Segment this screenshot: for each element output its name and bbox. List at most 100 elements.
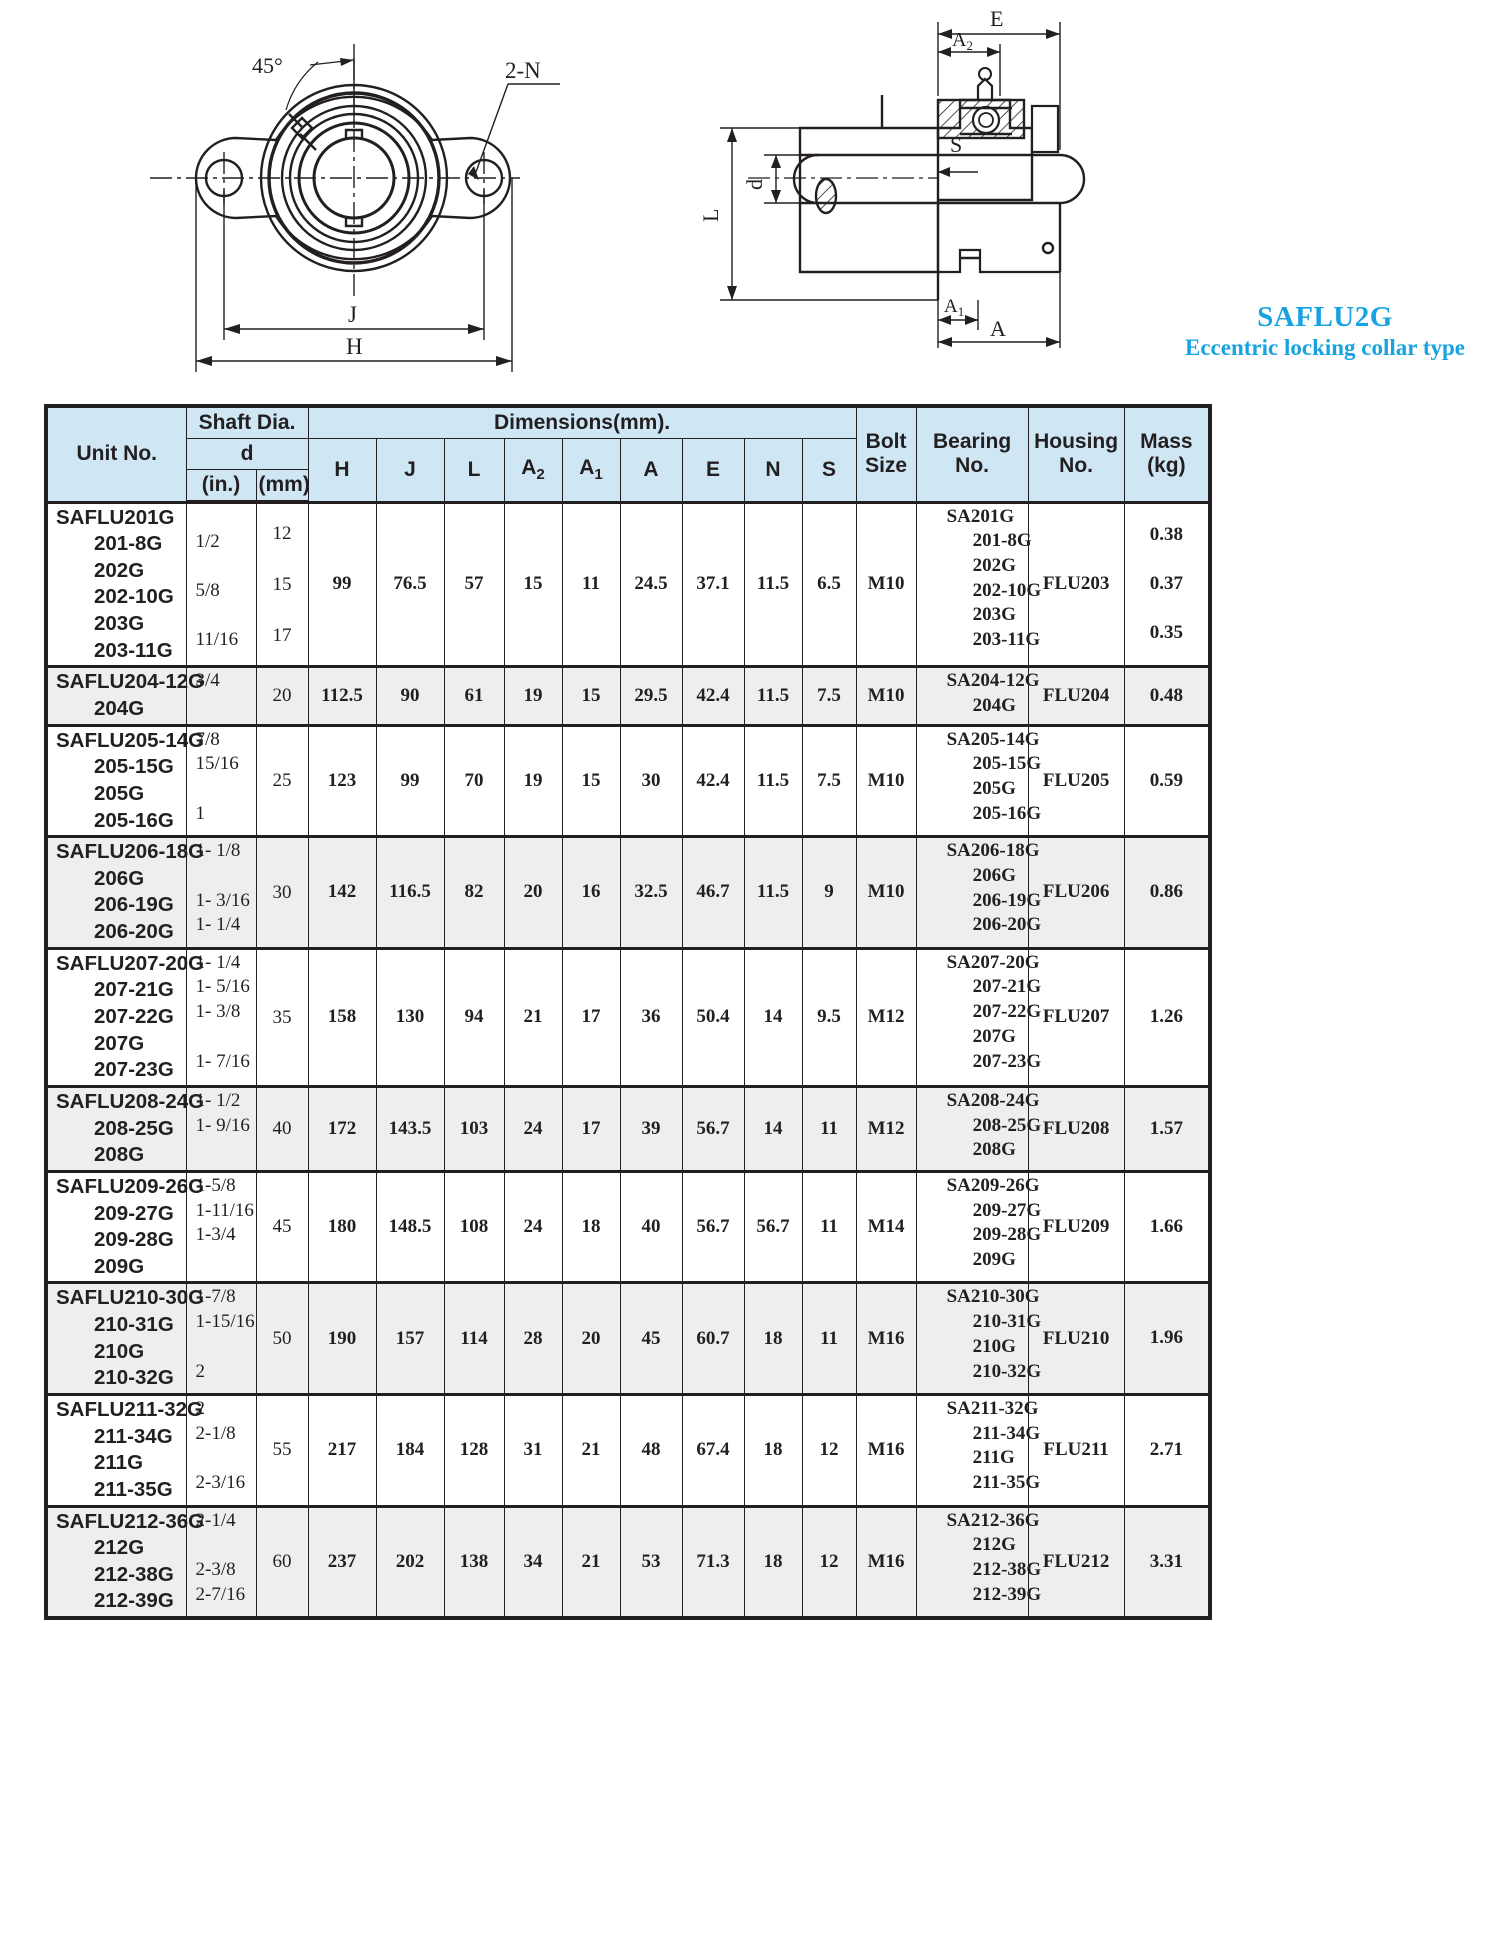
- cell-N: 11.5: [743, 724, 803, 838]
- header-row-2: d H J L A2 A1 A E N S: [46, 438, 1210, 503]
- dim-J-label: J: [348, 302, 357, 327]
- cell-A2: 34: [503, 1505, 563, 1619]
- cell-E: 46.7: [681, 836, 745, 949]
- cell-bolt: M10: [855, 501, 917, 668]
- cell-bearing-no: SA207-20G 207-21G 207-22G 207G 207-23G: [915, 947, 1041, 1087]
- cell-N: 18: [743, 1505, 803, 1619]
- cell-mass: 2.71: [1123, 1394, 1211, 1507]
- th-shaft-dia: Shaft Dia.: [185, 405, 309, 439]
- product-subtitle: Eccentric locking collar type: [1185, 335, 1465, 361]
- cell-bearing-no: SA210-30G 210-31G 210G 210-32G: [915, 1282, 1041, 1395]
- cell-H: 172: [307, 1085, 377, 1172]
- cell-S: 6.5: [801, 501, 857, 668]
- cell-S: 12: [801, 1394, 857, 1507]
- cell-E: 56.7: [681, 1085, 745, 1172]
- cell-A2: 20: [503, 836, 563, 949]
- cell-A1: 21: [561, 1505, 621, 1619]
- cell-unit-no: SAFLU209-26G 209-27G 209-28G 209G: [45, 1170, 204, 1284]
- th-housing-no-l2: No.: [1059, 454, 1093, 478]
- cell-N: 14: [743, 947, 803, 1087]
- cell-mass: 1.96: [1123, 1282, 1211, 1395]
- th-A2: A2: [503, 438, 563, 503]
- cell-A1: 20: [561, 1282, 621, 1395]
- cell-bolt: M16: [855, 1282, 917, 1395]
- front-view-drawing: 45° 2-N J H: [150, 44, 560, 372]
- cell-A: 48: [619, 1394, 683, 1507]
- cell-S: 9: [801, 836, 857, 949]
- cell-A1: 15: [561, 724, 621, 838]
- cell-L: 82: [443, 836, 505, 949]
- cell-N: 14: [743, 1085, 803, 1172]
- dim-A2-label: A2: [952, 29, 973, 53]
- cell-A1: 17: [561, 947, 621, 1087]
- cell-bolt: M10: [855, 666, 917, 726]
- th-mass: Mass (kg): [1123, 405, 1211, 503]
- cell-shaft-dia-mm: 30: [255, 836, 309, 949]
- cell-A: 45: [619, 1282, 683, 1395]
- cell-N: 18: [743, 1282, 803, 1395]
- th-E: E: [681, 438, 745, 503]
- section-view-drawing: E A2 L d: [698, 6, 1086, 348]
- cell-shaft-dia-mm: 40: [255, 1085, 309, 1172]
- cell-A2: 31: [503, 1394, 563, 1507]
- cell-J: 157: [375, 1282, 445, 1395]
- cell-S: 11: [801, 1282, 857, 1395]
- cell-shaft-dia-in: 7/8 15/16 1: [185, 724, 257, 838]
- th-bolt-size: Bolt Size: [855, 405, 917, 503]
- cell-bearing-no: SA205-14G 205-15G 205G 205-16G: [915, 724, 1041, 838]
- cell-J: 99: [375, 724, 445, 838]
- cell-H: 112.5: [307, 666, 377, 726]
- cell-A1: 21: [561, 1394, 621, 1507]
- angle-label: 45°: [252, 53, 283, 78]
- cell-unit-no: SAFLU210-30G 210-31G 210G 210-32G: [45, 1282, 204, 1395]
- cell-housing-no: FLU212: [1027, 1505, 1125, 1619]
- cell-bearing-no: SA201G 201-8G 202G 202-10G 203G 203-11G: [915, 501, 1041, 668]
- cell-shaft-dia-mm: 60: [255, 1505, 309, 1619]
- cell-bearing-no: SA209-26G 209-27G 209-28G 209G: [915, 1170, 1041, 1284]
- cell-S: 7.5: [801, 666, 857, 726]
- cell-bearing-no: SA212-36G 212G 212-38G 212-39G: [915, 1505, 1041, 1619]
- cell-housing-no: FLU210: [1027, 1282, 1125, 1395]
- th-bolt-size-l1: Bolt: [865, 430, 907, 454]
- cell-shaft-dia-in: 2-1/4 2-3/8 2-7/16: [185, 1505, 257, 1619]
- cell-housing-no: FLU204: [1027, 666, 1125, 726]
- th-mass-l1: Mass: [1140, 430, 1193, 454]
- dim-L-label: L: [698, 209, 723, 222]
- cell-A: 39: [619, 1085, 683, 1172]
- cell-shaft-dia-in: 1- 1/4 1- 5/16 1- 3/8 1- 7/16: [185, 947, 257, 1087]
- cell-L: 94: [443, 947, 505, 1087]
- th-L: L: [443, 438, 505, 503]
- cell-S: 11: [801, 1170, 857, 1284]
- header-row-1: Unit No. Shaft Dia. Dimensions(mm). Bolt…: [45, 405, 1211, 503]
- cell-A1: 18: [561, 1170, 621, 1284]
- cell-shaft-dia-in: 1- 1/8 1- 3/16 1- 1/4: [185, 836, 257, 949]
- cell-shaft-dia-mm: 12 15 17: [255, 501, 309, 668]
- th-in: (in.): [185, 469, 257, 504]
- th-H: H: [307, 438, 377, 503]
- cell-J: 148.5: [375, 1170, 445, 1284]
- th-J: J: [375, 438, 445, 503]
- cell-A: 29.5: [619, 666, 683, 726]
- cell-L: 138: [443, 1505, 505, 1619]
- cell-E: 60.7: [681, 1282, 745, 1395]
- cell-E: 50.4: [681, 947, 745, 1087]
- cell-A2: 28: [503, 1282, 563, 1395]
- th-dimensions: Dimensions(mm).: [307, 405, 857, 439]
- cell-S: 9.5: [801, 947, 857, 1087]
- cell-E: 42.4: [681, 666, 745, 726]
- cell-shaft-dia-mm: 50: [255, 1282, 309, 1395]
- cell-shaft-dia-in: 3/4: [185, 666, 257, 726]
- cell-A: 30: [619, 724, 683, 838]
- th-bearing-no-l1: Bearing: [933, 430, 1012, 454]
- cell-J: 184: [375, 1394, 445, 1507]
- cell-E: 37.1: [681, 501, 745, 668]
- th-bearing-no: Bearing No.: [915, 405, 1029, 503]
- table-row: SAFLU206-18G 206G 206-19G 206-20G 1- 1/8 1- …: [45, 836, 1211, 949]
- product-title-block: SAFLU2G Eccentric locking collar type: [1175, 300, 1475, 361]
- th-bearing-no-l2: No.: [955, 454, 989, 478]
- cell-E: 71.3: [681, 1505, 745, 1619]
- cell-shaft-dia-in: 2 2-1/8 2-3/16: [185, 1394, 257, 1507]
- cell-housing-no: FLU207: [1027, 947, 1125, 1087]
- cell-A1: 17: [561, 1085, 621, 1172]
- cell-H: 158: [307, 947, 377, 1087]
